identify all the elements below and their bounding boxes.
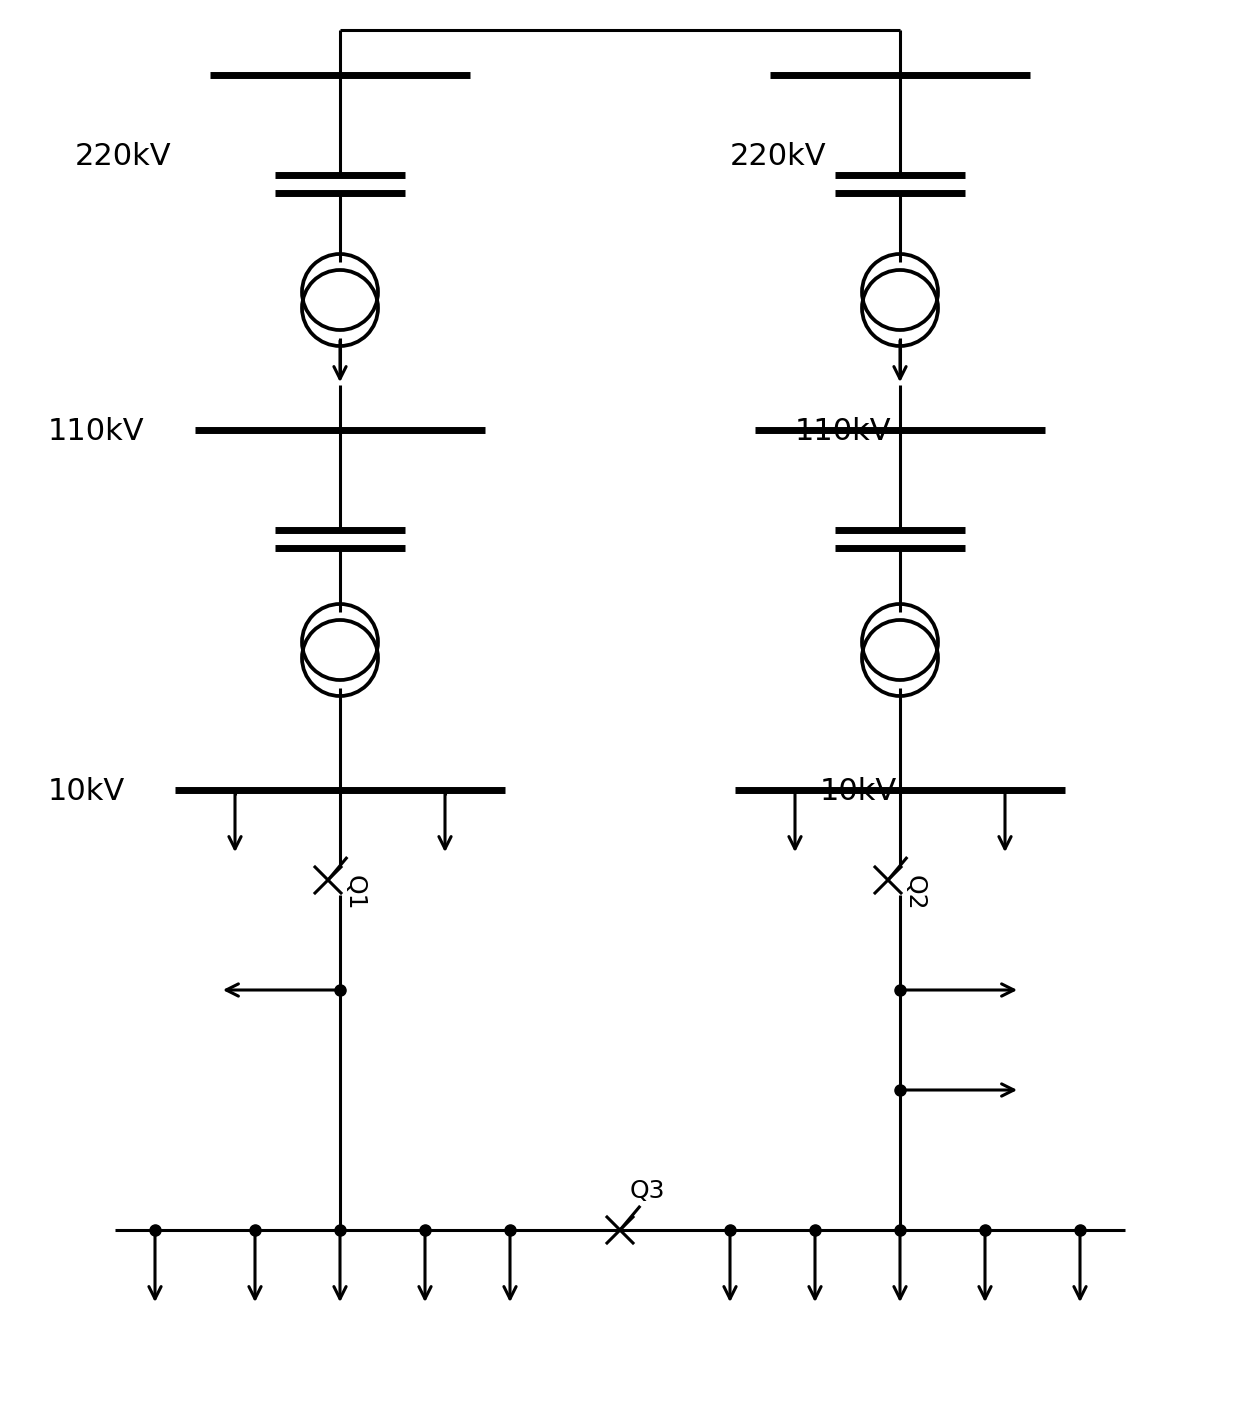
Text: Q2: Q2	[903, 874, 928, 910]
Text: 10kV: 10kV	[820, 778, 898, 806]
Text: 110kV: 110kV	[795, 417, 892, 446]
Text: 110kV: 110kV	[48, 417, 145, 446]
Text: 220kV: 220kV	[74, 142, 171, 171]
Text: Q3: Q3	[630, 1179, 666, 1203]
Text: 10kV: 10kV	[48, 778, 125, 806]
Text: 220kV: 220kV	[730, 142, 827, 171]
Text: Q1: Q1	[343, 874, 367, 910]
